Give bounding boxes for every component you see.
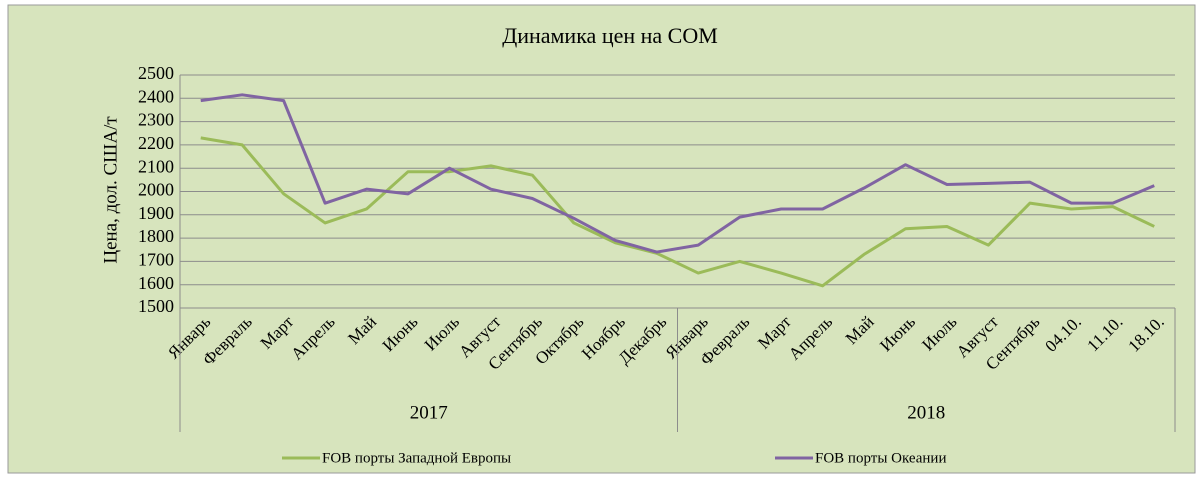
y-tick-label: 2100 — [138, 156, 174, 176]
chart-background — [7, 4, 1196, 474]
chart-title: Динамика цен на СОМ — [502, 23, 718, 48]
legend-label: FOB порты Западной Европы — [322, 450, 511, 466]
y-tick-label: 2300 — [138, 110, 174, 130]
y-tick-label: 1800 — [138, 226, 174, 246]
y-tick-label: 2000 — [138, 180, 174, 200]
group-label: 2018 — [907, 402, 945, 423]
y-tick-label: 1500 — [138, 296, 174, 316]
legend-label: FOB порты Океании — [815, 450, 946, 466]
y-tick-label: 1600 — [138, 273, 174, 293]
y-tick-label: 1900 — [138, 203, 174, 223]
series-line — [200, 136, 1155, 288]
y-axis-label: Цена, дол. США/т — [100, 116, 121, 264]
y-tick-label: 2200 — [138, 133, 174, 153]
y-tick-label: 1700 — [138, 250, 174, 270]
group-label: 2017 — [410, 402, 448, 423]
series-line — [200, 93, 1155, 254]
y-tick-label: 2400 — [138, 86, 174, 106]
y-tick-label: 2500 — [138, 63, 174, 83]
